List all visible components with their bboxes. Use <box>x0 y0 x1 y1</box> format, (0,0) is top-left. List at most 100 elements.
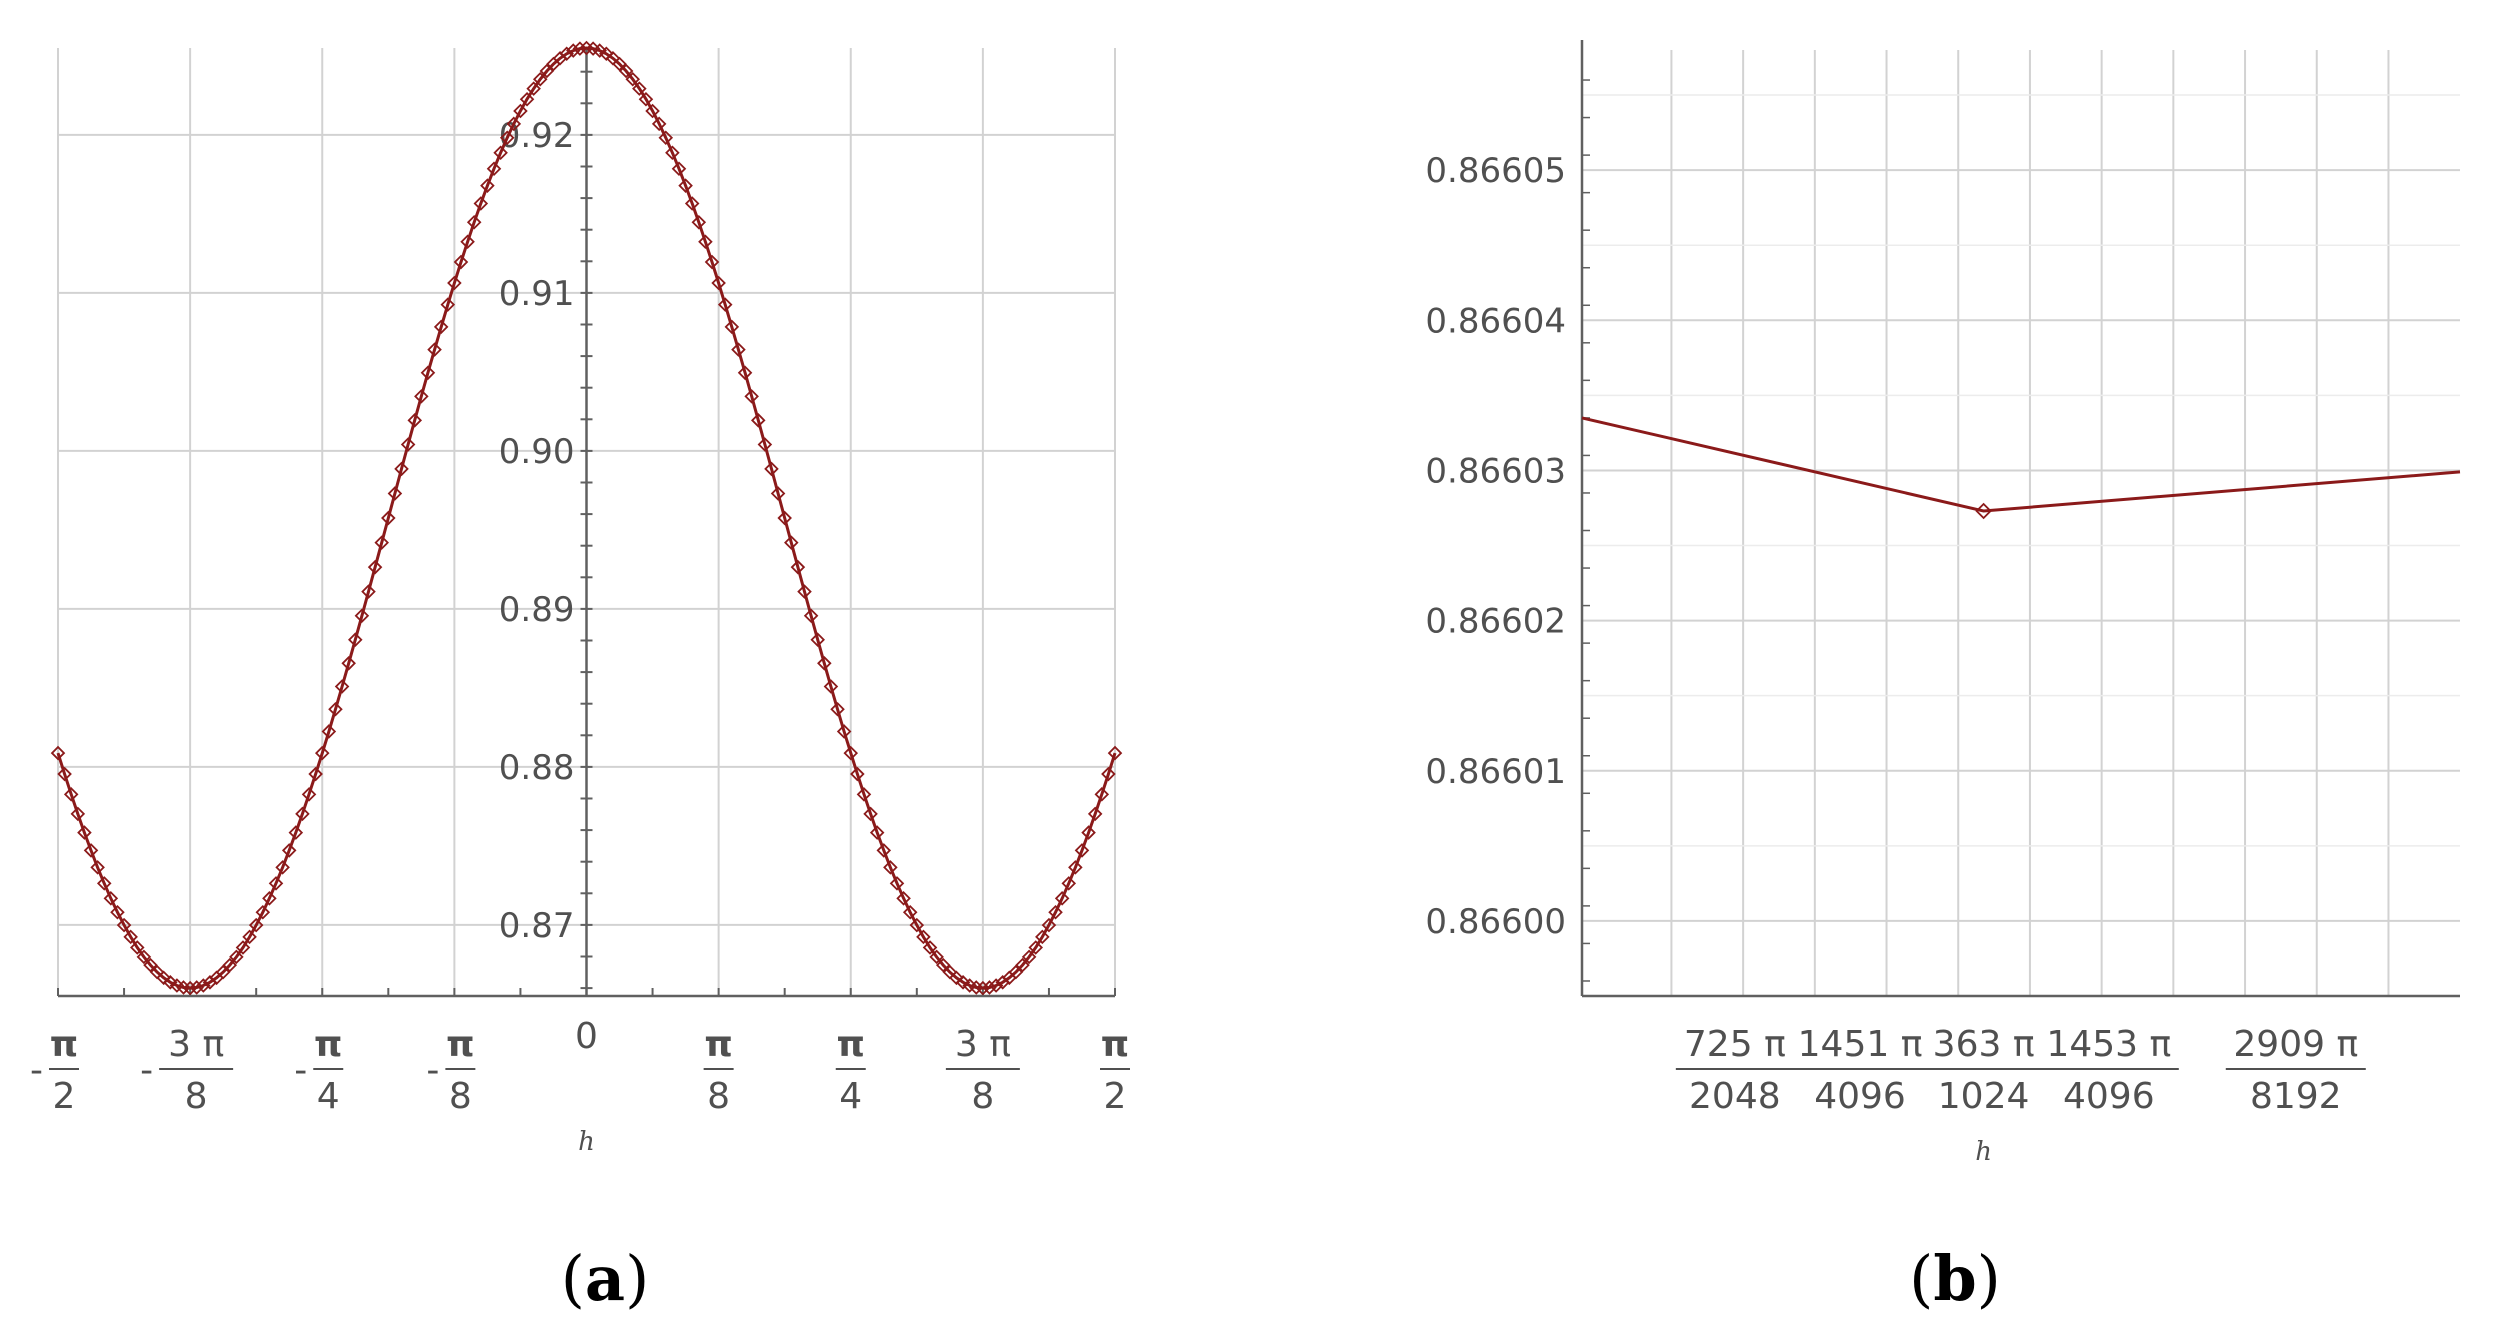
data-point <box>130 940 145 955</box>
data-point <box>764 461 779 477</box>
series-line <box>1581 416 2461 513</box>
data-point <box>896 891 911 906</box>
data-point <box>684 196 700 211</box>
tick-label-numerator: π <box>1101 1024 1129 1065</box>
y-tick-label: 0.86601 <box>1425 752 1566 792</box>
data-point <box>433 319 449 335</box>
tick-label-denominator: 8 <box>449 1076 472 1117</box>
data-point <box>671 161 687 177</box>
tick-label-denominator: 4096 <box>1814 1076 1906 1117</box>
data-point <box>612 56 627 72</box>
data-point <box>770 486 786 501</box>
tick-label-denominator: 4 <box>317 1076 340 1117</box>
x-tick-label: π4 <box>835 1024 866 1117</box>
tick-label-denominator: 2 <box>1104 1076 1127 1117</box>
data-point <box>77 825 92 840</box>
data-point <box>929 949 944 965</box>
data-point <box>453 254 469 270</box>
x-tick-label: 1453 π 4096 <box>2038 1024 2179 1117</box>
data-point <box>836 724 852 739</box>
data-point <box>110 904 125 920</box>
y-tick-label: 0.86603 <box>1425 451 1566 491</box>
data-point <box>704 254 720 270</box>
data-point <box>843 745 859 761</box>
data-point <box>196 978 211 993</box>
tick-label-numerator: 725 π <box>1684 1024 1786 1065</box>
data-point <box>856 787 872 802</box>
data-point <box>572 41 588 56</box>
caption-b: (b) <box>1909 1242 2001 1315</box>
data-point <box>427 342 442 357</box>
data-point <box>182 980 198 996</box>
tick-label-sign: - <box>30 1050 43 1091</box>
data-point <box>949 970 964 986</box>
tick-label-sign: - <box>426 1050 439 1091</box>
data-point <box>407 413 423 428</box>
data-point <box>334 679 350 694</box>
data-point <box>916 929 931 945</box>
tick-label-denominator: 8 <box>707 1076 730 1117</box>
data-point <box>889 876 905 891</box>
x-tick-label: π 4- <box>294 1024 344 1117</box>
data-point <box>215 964 231 980</box>
data-point <box>757 437 773 452</box>
data-point <box>136 949 152 965</box>
data-point <box>1021 949 1037 965</box>
x-tick-label: 363 π 1024 <box>1924 1024 2043 1117</box>
data-point <box>1094 787 1110 802</box>
data-point <box>599 46 614 62</box>
data-point <box>1975 502 1992 520</box>
data-point <box>1035 929 1050 945</box>
data-point <box>281 843 297 858</box>
tick-label-numerator: π <box>704 1024 732 1065</box>
tick-label-numerator: 1451 π <box>1798 1024 1923 1065</box>
data-point <box>328 701 343 717</box>
tick-label-sign: - <box>140 1050 153 1091</box>
data-point <box>235 940 251 955</box>
tick-label-numerator: 363 π <box>1933 1024 2035 1065</box>
data-point <box>526 81 541 96</box>
y-tick-label: 0.87 <box>499 906 575 946</box>
data-point <box>466 214 482 230</box>
tick-label-denominator: 2 <box>53 1076 76 1117</box>
data-point <box>651 116 667 132</box>
series-markers <box>50 40 1123 996</box>
y-tick-label: 0.86605 <box>1425 151 1566 191</box>
tick-label-numerator: 2909 π <box>2233 1024 2358 1065</box>
tick-label-denominator: 4 <box>839 1076 862 1117</box>
data-point <box>493 145 508 161</box>
data-point <box>301 787 317 802</box>
data-point <box>883 860 898 875</box>
y-tick-label: 0.86600 <box>1425 902 1566 942</box>
tick-label-numerator: 3 π <box>168 1024 224 1065</box>
data-point <box>447 275 462 291</box>
chart-b: 0.86600 0.86601 0.86602 0.86603 0.86604 0.866… <box>1425 40 2461 1167</box>
data-point <box>1015 957 1030 973</box>
data-point <box>909 917 925 933</box>
data-point <box>96 876 112 891</box>
data-point <box>797 584 812 599</box>
x-tick-label: 3 π 8- <box>140 1024 234 1117</box>
data-point <box>420 365 436 381</box>
data-point <box>381 510 396 526</box>
data-point <box>817 656 832 671</box>
tick-label-denominator: 8 <box>971 1076 994 1117</box>
data-point <box>737 365 753 381</box>
tick-label-denominator: 1024 <box>1938 1076 2030 1117</box>
data-point <box>414 389 429 404</box>
data-point <box>988 978 1004 993</box>
data-point <box>665 145 680 161</box>
tick-label-numerator: π <box>446 1024 474 1065</box>
data-point <box>592 43 607 58</box>
caption-a: (a) <box>561 1242 650 1315</box>
data-point <box>803 608 819 624</box>
data-point <box>625 71 641 87</box>
y-tick-label: 0.90 <box>499 432 575 472</box>
data-point <box>810 632 825 647</box>
y-tick-label: 0.86604 <box>1425 301 1566 341</box>
x-axis-label: h <box>578 1127 595 1157</box>
data-point <box>295 806 310 822</box>
tick-label-numerator: π <box>314 1024 342 1065</box>
data-point <box>57 766 72 782</box>
